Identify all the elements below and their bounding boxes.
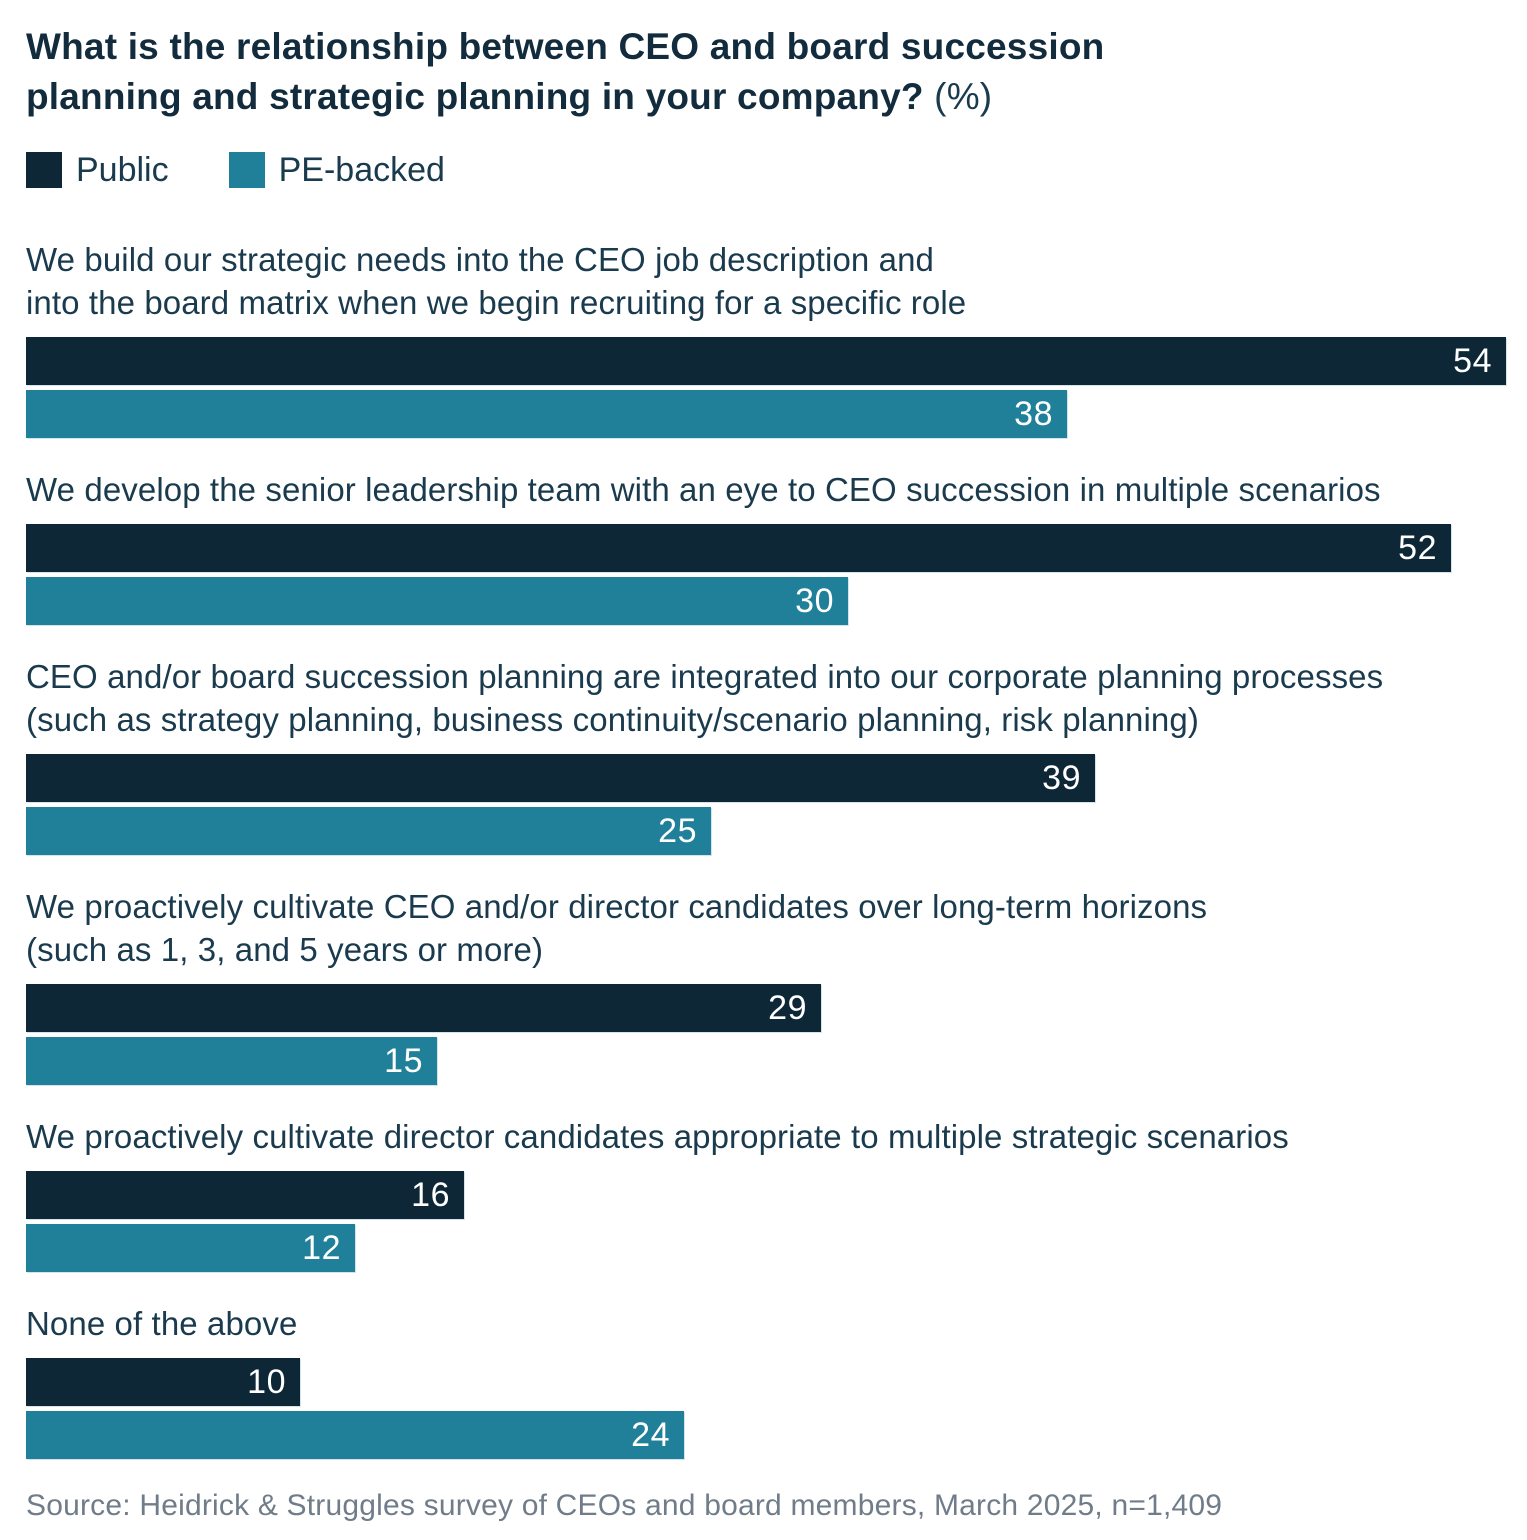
bar-group: We build our strategic needs into the CE… xyxy=(26,238,1506,438)
legend-swatch-public xyxy=(26,152,62,188)
bar-pe-backed: 30 xyxy=(26,577,848,625)
bar-value-label: 30 xyxy=(795,581,834,620)
category-label-line: We develop the senior leadership team wi… xyxy=(26,471,1381,508)
category-label-line: (such as strategy planning, business con… xyxy=(26,701,1199,738)
chart-title-line1: What is the relationship between CEO and… xyxy=(26,26,1105,67)
bar-pe-backed: 12 xyxy=(26,1224,355,1272)
legend-item-public: Public xyxy=(26,151,169,190)
bar-pe-backed: 25 xyxy=(26,807,711,855)
category-label-line: into the board matrix when we begin recr… xyxy=(26,284,967,321)
chart-title-line2: planning and strategic planning in your … xyxy=(26,76,924,117)
bar-public: 10 xyxy=(26,1358,300,1406)
bar-value-label: 52 xyxy=(1398,528,1437,567)
category-label: We build our strategic needs into the CE… xyxy=(26,238,1506,324)
bar-value-label: 10 xyxy=(247,1362,286,1401)
legend-swatch-pe-backed xyxy=(228,152,265,188)
bar-pe-backed: 24 xyxy=(26,1411,684,1459)
bar-pe-backed: 15 xyxy=(26,1037,437,1085)
category-label: None of the above xyxy=(26,1302,1506,1345)
bar-public: 29 xyxy=(26,984,821,1032)
bar-group: We proactively cultivate CEO and/or dire… xyxy=(26,885,1506,1085)
bar-value-label: 16 xyxy=(411,1175,450,1214)
category-label: We proactively cultivate CEO and/or dire… xyxy=(26,885,1506,971)
bar-value-label: 24 xyxy=(631,1415,670,1454)
bar-group: None of the above 10 24 xyxy=(26,1302,1506,1459)
category-label-line: We proactively cultivate CEO and/or dire… xyxy=(26,888,1208,925)
category-label: We proactively cultivate director candid… xyxy=(26,1115,1506,1158)
bar-value-label: 15 xyxy=(384,1041,423,1080)
category-label-line: None of the above xyxy=(26,1305,298,1342)
bar-value-label: 29 xyxy=(768,988,807,1027)
bar-value-label: 38 xyxy=(1014,394,1053,433)
bar-group: We develop the senior leadership team wi… xyxy=(26,468,1506,625)
bar-public: 52 xyxy=(26,524,1451,572)
bar-value-label: 54 xyxy=(1453,341,1492,380)
category-label: CEO and/or board succession planning are… xyxy=(26,655,1506,741)
bar-public: 39 xyxy=(26,754,1095,802)
category-label-line: CEO and/or board succession planning are… xyxy=(26,658,1384,695)
category-label-line: We proactively cultivate director candid… xyxy=(26,1118,1289,1155)
bar-group: We proactively cultivate director candid… xyxy=(26,1115,1506,1272)
chart-title-unit-suffix: (%) xyxy=(934,76,993,117)
bar-pe-backed: 38 xyxy=(26,390,1067,438)
legend-item-pe-backed: PE-backed xyxy=(228,150,445,190)
bar-public: 16 xyxy=(26,1171,464,1219)
chart-title: What is the relationship between CEO and… xyxy=(26,22,1506,122)
bar-value-label: 12 xyxy=(302,1228,341,1267)
bar-value-label: 25 xyxy=(658,811,697,850)
source-note: Source: Heidrick & Struggles survey of C… xyxy=(26,1489,1223,1522)
legend-label-public: Public xyxy=(76,150,169,189)
category-label-line: (such as 1, 3, and 5 years or more) xyxy=(26,931,544,968)
bar-public: 54 xyxy=(26,337,1506,385)
bar-group: CEO and/or board succession planning are… xyxy=(26,655,1506,855)
legend-label-pe-backed: PE-backed xyxy=(278,150,445,189)
category-label-line: We build our strategic needs into the CE… xyxy=(26,241,935,278)
legend: Public PE-backed xyxy=(26,150,1506,190)
bar-groups: We build our strategic needs into the CE… xyxy=(26,238,1506,1459)
bar-value-label: 39 xyxy=(1042,758,1081,797)
category-label: We develop the senior leadership team wi… xyxy=(26,468,1506,511)
